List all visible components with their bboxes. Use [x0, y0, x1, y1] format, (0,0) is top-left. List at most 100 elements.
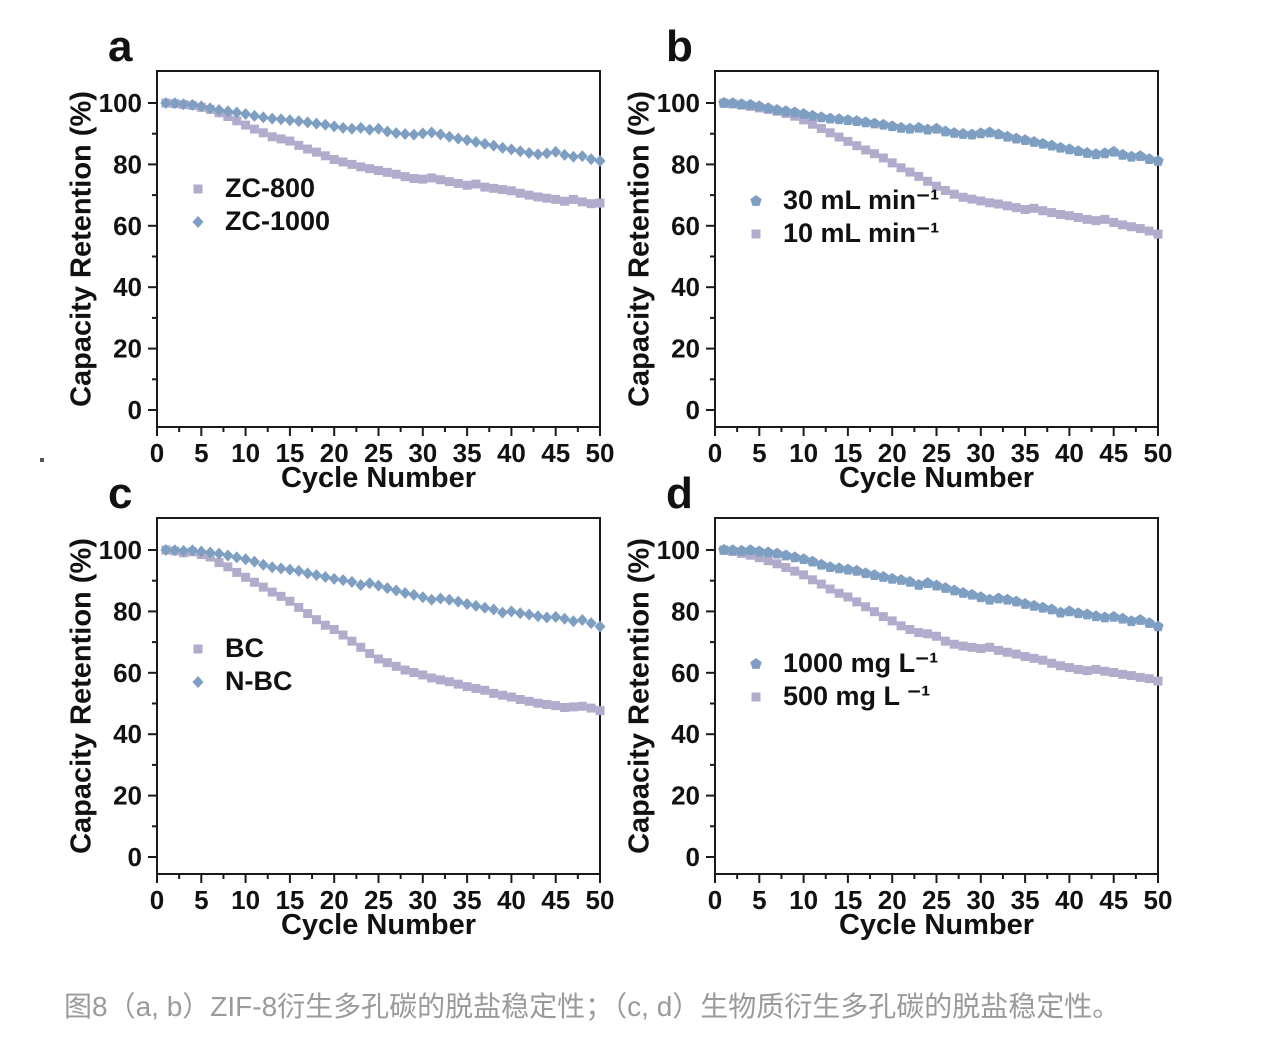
y-tick-label: 0: [686, 842, 700, 872]
x-tick-label: 50: [1144, 885, 1173, 915]
y-tick-labels: 0 20 40 60 80 100: [657, 88, 700, 425]
panel-b: b Capacity Retention (%) 0 5 10 15 20 25 30 35 4…: [618, 20, 1176, 494]
x-tick-labels: 0 5 10 15 20 25 30 35 40 45 50: [708, 438, 1173, 468]
y-tick-label: 40: [113, 719, 142, 749]
legend-label: ZC-1000: [225, 206, 331, 236]
x-tick-label: 50: [586, 438, 615, 468]
legend-item: BC: [187, 632, 293, 665]
legend-label: BC: [225, 633, 264, 663]
x-tick-label: 50: [586, 885, 615, 915]
legend-label: 1000 mg L⁻¹: [783, 648, 939, 678]
x-tick-label: 40: [497, 438, 526, 468]
y-tick-label: 100: [657, 88, 700, 118]
legend-label: ZC-800: [225, 173, 316, 203]
x-tick-label: 10: [789, 438, 818, 468]
legend-item: 500 mg L ⁻¹: [745, 680, 938, 713]
square-marker-icon: [193, 644, 203, 653]
stray-dot: [40, 458, 44, 462]
x-tick-label: 45: [1099, 438, 1128, 468]
x-tick-label: 30: [966, 438, 995, 468]
x-tick-label: 25: [922, 438, 951, 468]
x-tick-label: 5: [194, 885, 208, 915]
x-tick-label: 15: [275, 885, 304, 915]
x-tick-label: 35: [453, 885, 482, 915]
x-tick-label: 0: [150, 438, 164, 468]
x-tick-label: 10: [789, 885, 818, 915]
y-tick-label: 80: [113, 149, 142, 179]
x-tick-label: 15: [833, 438, 862, 468]
square-marker-icon: [751, 692, 761, 701]
x-axis-ticks: [156, 874, 601, 883]
y-tick-label: 60: [671, 211, 700, 241]
y-tick-labels: 0 20 40 60 80 100: [99, 88, 142, 425]
panel-letter-d: d: [666, 469, 693, 518]
x-tick-label: 35: [1011, 438, 1040, 468]
series-N-BC: [160, 544, 606, 633]
y-tick-label: 100: [99, 535, 142, 565]
panel-letter-a: a: [108, 22, 133, 71]
x-tick-label: 25: [364, 885, 393, 915]
pentagon-marker-icon: [750, 657, 762, 669]
pentagon-marker-icon: [750, 194, 762, 206]
x-tick-label: 10: [231, 885, 260, 915]
legend-d: 1000 mg L⁻¹ 500 mg L ⁻¹: [745, 647, 938, 713]
series-ZC-1000: [160, 97, 606, 168]
legend-label: 500 mg L ⁻¹: [783, 681, 931, 711]
legend-a: ZC-800 ZC-1000: [187, 172, 330, 238]
x-axis-ticks: [714, 427, 1159, 436]
x-tick-label: 20: [320, 885, 349, 915]
x-tick-label: 0: [708, 438, 722, 468]
y-tick-label: 100: [657, 535, 700, 565]
y-axis-ticks: [706, 102, 715, 411]
x-tick-label: 5: [194, 438, 208, 468]
legend-label: N-BC: [225, 666, 293, 696]
legend-item: 1000 mg L⁻¹: [745, 647, 938, 680]
y-tick-label: 60: [113, 658, 142, 688]
diamond-marker-icon: [192, 215, 204, 228]
x-axis-title: Cycle Number: [280, 909, 476, 941]
legend-label: 30 mL min⁻¹: [783, 185, 940, 215]
x-tick-label: 10: [231, 438, 260, 468]
x-axis-title: Cycle Number: [838, 462, 1034, 494]
x-tick-label: 0: [708, 885, 722, 915]
y-tick-label: 60: [113, 211, 142, 241]
x-tick-label: 5: [752, 438, 766, 468]
y-tick-labels: 0 20 40 60 80 100: [99, 535, 142, 872]
y-tick-label: 0: [686, 395, 700, 425]
legend-item: 30 mL min⁻¹: [745, 184, 939, 217]
series-30-mL-min⁻¹: [718, 97, 1164, 166]
x-tick-label: 45: [541, 438, 570, 468]
y-tick-label: 60: [671, 658, 700, 688]
legend-label: 10 mL min⁻¹: [783, 218, 940, 248]
y-tick-label: 80: [113, 596, 142, 626]
y-tick-label: 0: [128, 395, 142, 425]
y-tick-label: 20: [113, 334, 142, 364]
x-tick-label: 40: [1055, 885, 1084, 915]
x-tick-label: 45: [541, 885, 570, 915]
x-tick-label: 20: [878, 438, 907, 468]
x-tick-label: 0: [150, 885, 164, 915]
figure-caption: 图8（a, b）ZIF-8衍生多孔碳的脱盐稳定性；（c, d）生物质衍生多孔碳的…: [64, 991, 1121, 1022]
x-tick-label: 5: [752, 885, 766, 915]
x-tick-labels: 0 5 10 15 20 25 30 35 40 45 50: [150, 438, 615, 468]
y-tick-label: 40: [671, 272, 700, 302]
x-axis-ticks: [156, 427, 601, 436]
legend-b: 30 mL min⁻¹ 10 mL min⁻¹: [745, 184, 939, 250]
y-axis-ticks: [706, 549, 715, 858]
y-tick-label: 80: [671, 596, 700, 626]
x-axis-title: Cycle Number: [838, 909, 1034, 941]
x-axis-ticks: [714, 874, 1159, 883]
diamond-marker-icon: [192, 675, 204, 688]
x-tick-labels: 0 5 10 15 20 25 30 35 40 45 50: [150, 885, 615, 915]
legend-item: ZC-1000: [187, 205, 330, 238]
x-tick-label: 40: [1055, 438, 1084, 468]
y-tick-label: 20: [671, 334, 700, 364]
panel-d: d Capacity Retention (%) 0 5 10 15 20 25 30 35 4…: [618, 467, 1176, 941]
panel-c: c Capacity Retention (%) 0 5 10 15 20 25 30 35 4…: [60, 467, 618, 941]
x-axis-title: Cycle Number: [280, 462, 476, 494]
x-tick-label: 20: [878, 885, 907, 915]
